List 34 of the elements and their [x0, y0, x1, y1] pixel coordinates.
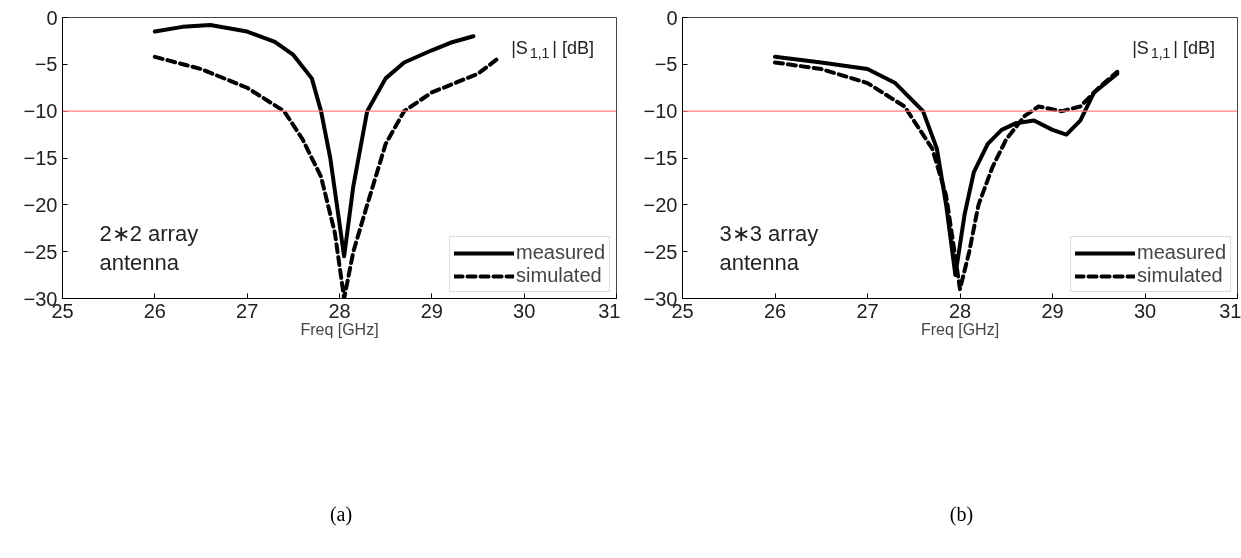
x-tick-label: 30 [513, 299, 536, 322]
x-tick-label: 28 [328, 299, 351, 322]
x-tick-label: 31 [1219, 299, 1241, 322]
y-tick-label: −15 [23, 147, 58, 169]
legend-label: measured [516, 241, 605, 264]
x-tick-label: 27 [856, 299, 879, 322]
y-tick-label: −20 [23, 193, 58, 216]
y-tick-label: −5 [654, 53, 678, 76]
y-tick-label: −10 [643, 100, 678, 123]
y-tick-label: 0 [46, 6, 58, 29]
legend-label: simulated [516, 264, 602, 287]
y-tick-label: −25 [23, 240, 58, 263]
x-tick-label: 31 [598, 299, 621, 322]
x-tick-label: 28 [948, 299, 972, 322]
y-tick-label: 0 [666, 6, 678, 29]
x-axis-title: Freq [GHz] [300, 320, 379, 338]
y-tick-label: −15 [643, 147, 678, 169]
x-tick-label: 26 [763, 299, 787, 322]
annotation: 3∗3 array antenna [719, 221, 819, 276]
y-tick-label: −10 [23, 100, 58, 123]
y-tick-label: −20 [643, 193, 678, 216]
x-tick-label: 30 [1133, 299, 1157, 322]
text: (a) [329, 502, 353, 528]
y-tick-label: −5 [34, 53, 58, 76]
y-tick-label: −25 [643, 240, 678, 263]
text: (b) [949, 502, 974, 528]
x-tick-label: 29 [420, 299, 443, 322]
x-tick-label: 27 [236, 299, 259, 322]
annotation: 2∗2 array antenna [99, 221, 199, 276]
legend-label: simulated [1137, 264, 1223, 287]
x-tick-label: 29 [1041, 299, 1064, 322]
legend-label: measured [1137, 241, 1226, 264]
x-axis-title: Freq [GHz] [920, 320, 1000, 338]
x-tick-label: 26 [143, 299, 166, 322]
